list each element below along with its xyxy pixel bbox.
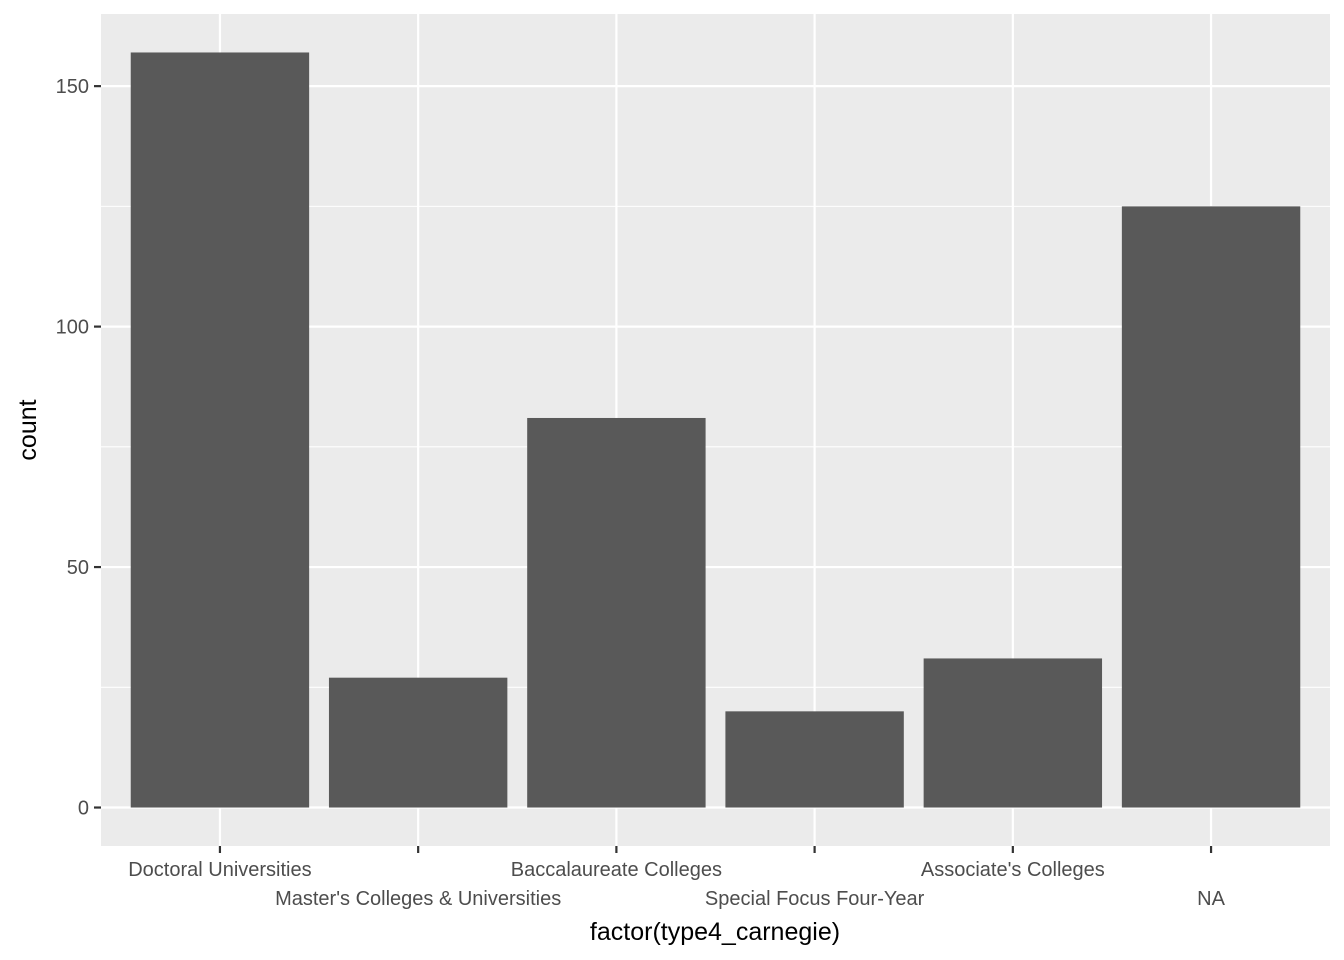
x-axis: Doctoral Universities Master's Colleges &…: [128, 846, 1226, 910]
y-axis-title: count: [14, 399, 42, 460]
bar: [923, 658, 1103, 808]
bar: [1121, 206, 1301, 808]
x-axis-title: factor(type4_carnegie): [590, 918, 840, 946]
y-axis: 0 50 100 150: [56, 76, 101, 820]
x-tick-label: Baccalaureate Colleges: [511, 859, 722, 881]
bars: [130, 52, 1301, 808]
x-tick-label: Special Focus Four-Year: [705, 888, 925, 910]
x-tick-label: Doctoral Universities: [128, 859, 311, 881]
y-tick-label: 0: [78, 798, 89, 820]
bar: [328, 677, 508, 808]
bar: [527, 417, 706, 808]
bar: [130, 52, 310, 808]
x-tick-label: Master's Colleges & Universities: [275, 888, 561, 910]
y-tick-label: 100: [56, 317, 89, 339]
x-tick-label: NA: [1197, 888, 1225, 910]
x-tick-label: Associate's Colleges: [921, 859, 1105, 881]
bar: [725, 711, 904, 808]
y-tick-label: 50: [67, 557, 89, 579]
y-tick-label: 150: [56, 76, 89, 98]
